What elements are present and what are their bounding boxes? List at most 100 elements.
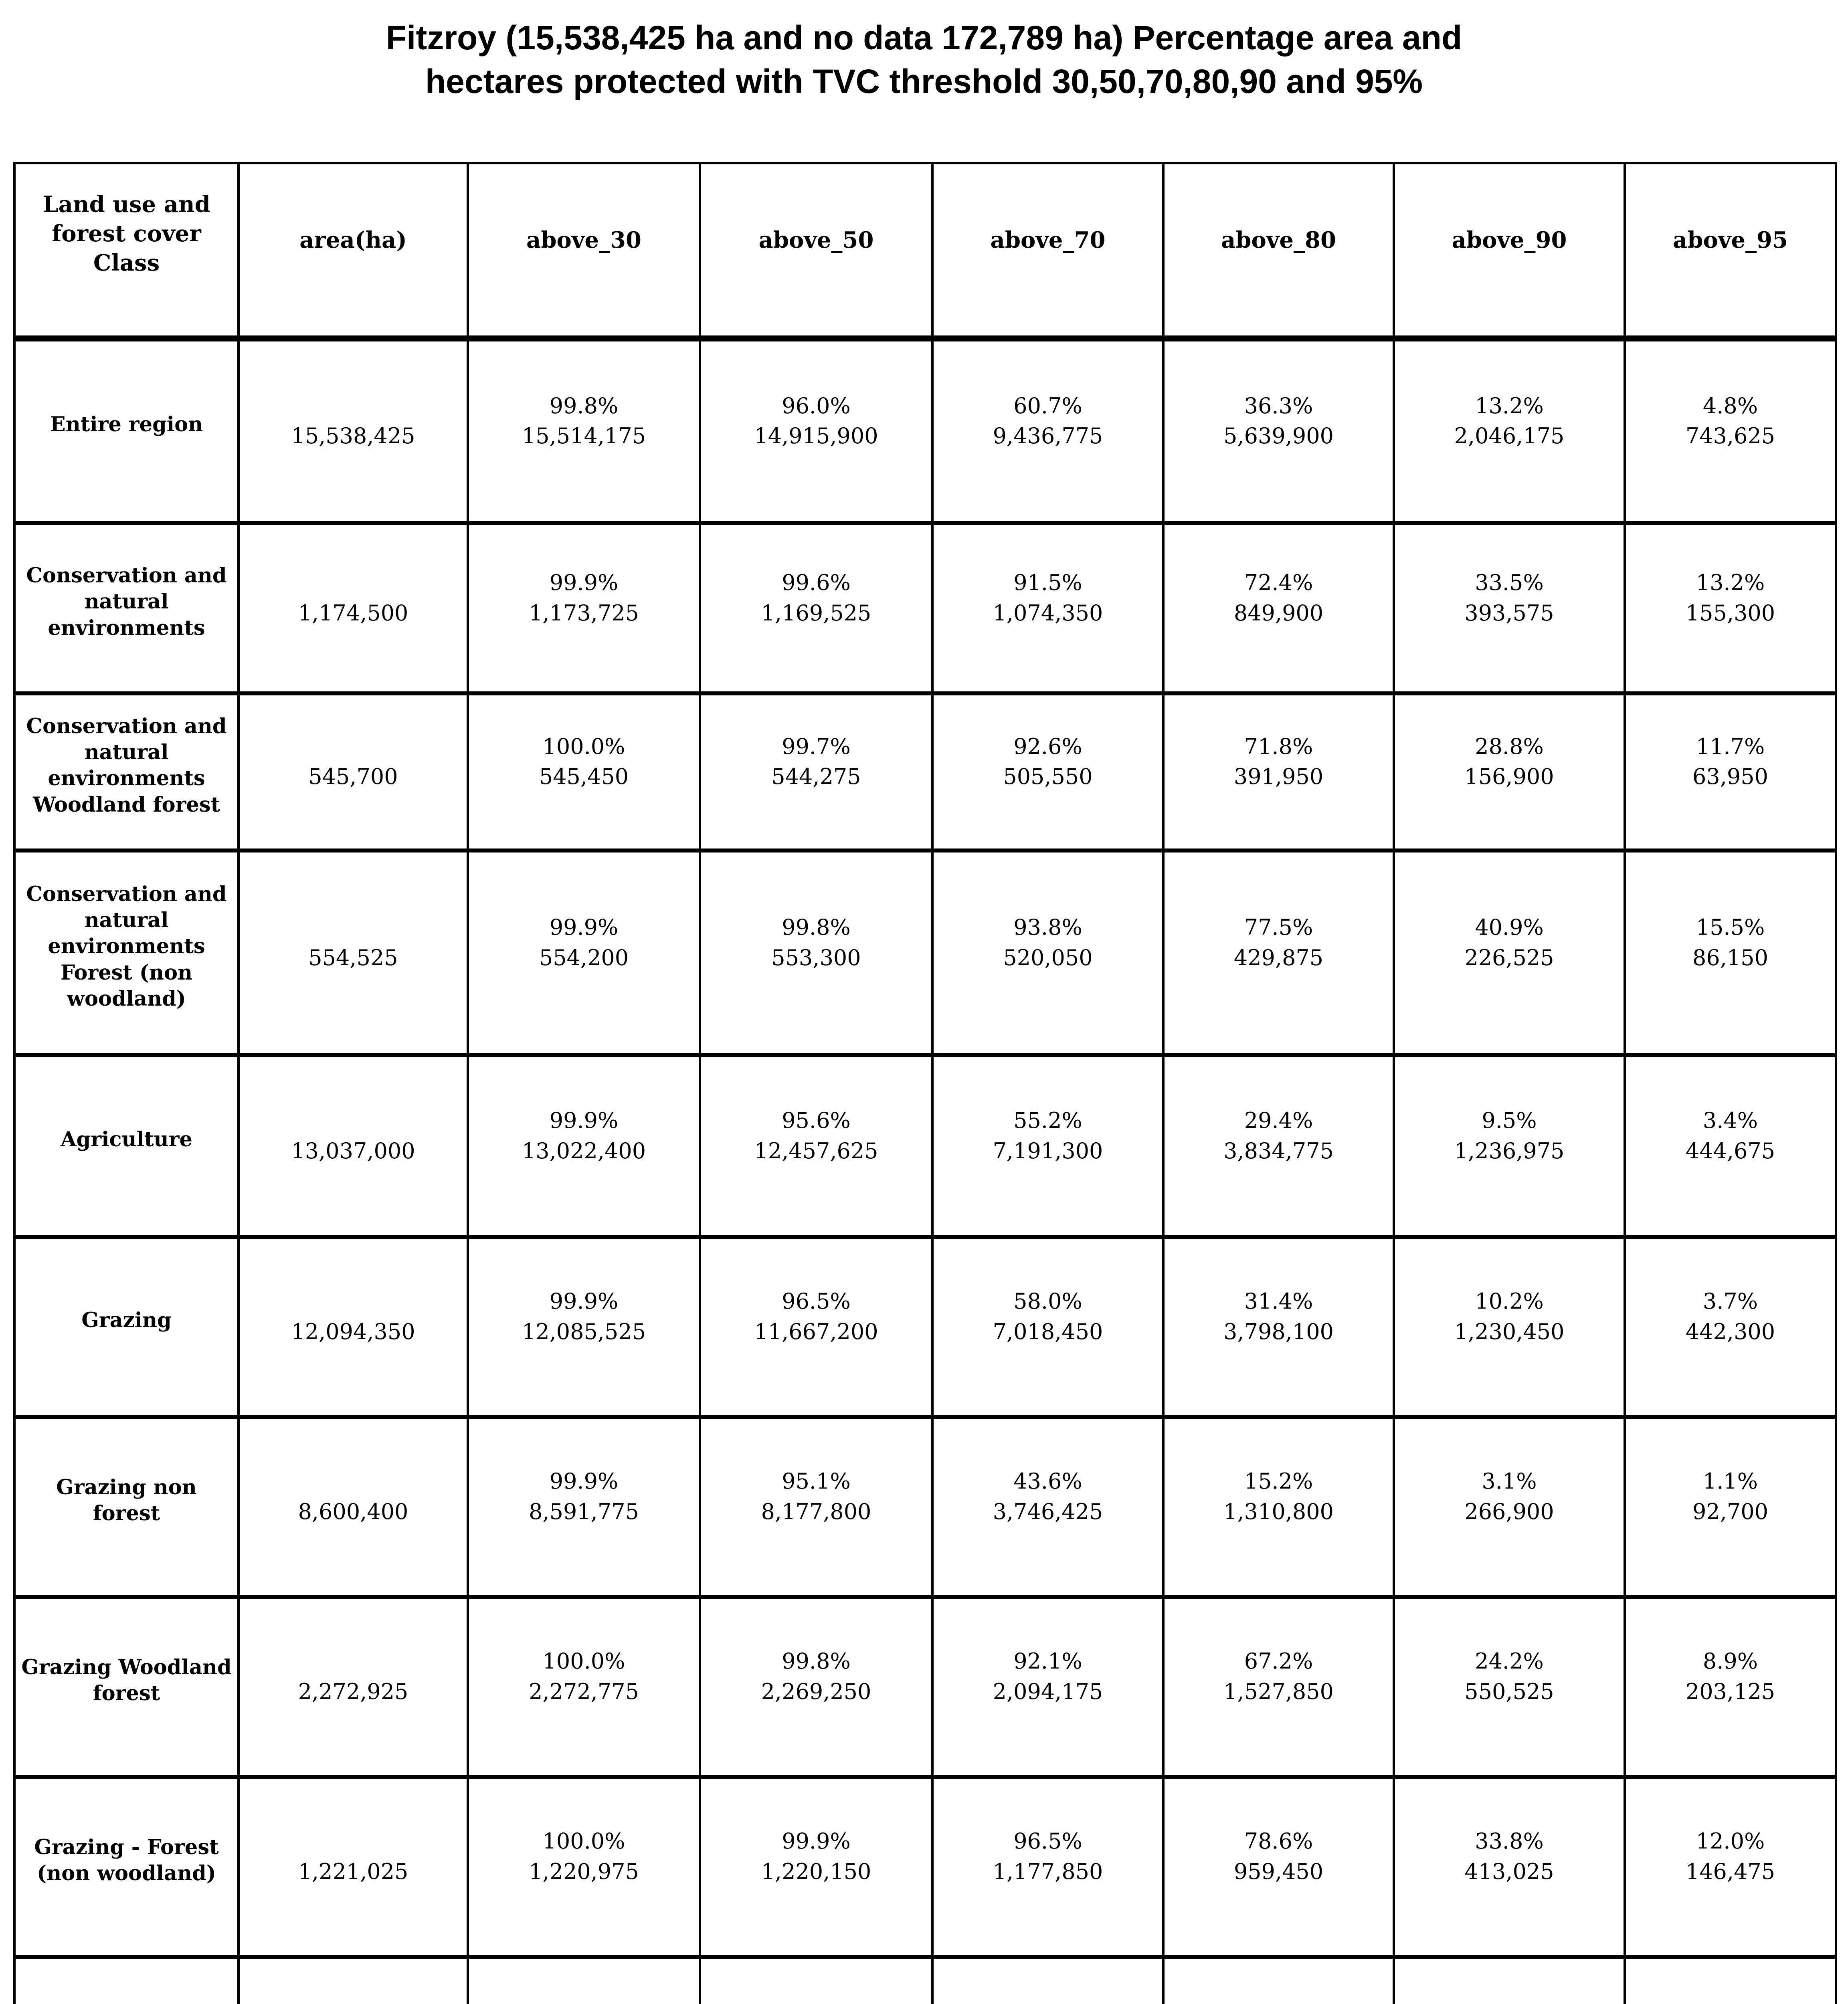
above_95-cell: 1.1% 92,700	[1624, 1415, 1836, 1597]
above_70-cell: 93.8% 520,050	[931, 848, 1163, 1056]
header-cell-above-50: above_50	[699, 163, 932, 341]
percent-value: 91.5%	[1013, 570, 1082, 596]
percent-value: 99.9%	[549, 1289, 619, 1314]
header-cell-class: Land use and forest cover Class	[13, 163, 239, 341]
above_50-cell: 99.8% 553,300	[699, 848, 932, 1056]
header-cell-above-70: above_70	[931, 163, 1163, 341]
hectares-value: 1,169,525	[761, 600, 871, 626]
above_30-cell: 99.9% 13,022,400	[467, 1053, 700, 1237]
hectares-value: 12,457,625	[754, 1138, 878, 1164]
above_50-cell: 95.1% 8,177,800	[699, 1415, 932, 1597]
hectares-value: 520,050	[1003, 945, 1093, 970]
hectares-value: 393,575	[1464, 600, 1554, 626]
area-value: 1,174,500	[298, 600, 408, 626]
hectares-value: 2,269,250	[761, 1679, 871, 1704]
class-label: Grazing	[81, 1308, 172, 1333]
area-value: 13,037,000	[291, 1138, 415, 1164]
percent-value: 71.8%	[1244, 733, 1313, 759]
area-cell: 812,150	[237, 1955, 468, 2004]
hectares-value: 203,125	[1685, 1679, 1775, 1704]
above_90-cell: 10.2% 1,230,450	[1393, 1235, 1625, 1417]
table-header: Land use and forest cover Class area(ha)…	[13, 163, 1836, 341]
hectares-value: 14,915,900	[754, 423, 878, 449]
above_80-cell: 36.3% 5,639,900	[1162, 336, 1394, 523]
hectares-value: 1,220,975	[529, 1859, 639, 1884]
above_70-cell: 60.7% 9,436,775	[931, 336, 1163, 523]
above_95-cell: 3.7% 442,300	[1624, 1235, 1836, 1417]
percent-value: 3.1%	[1170, 2001, 1387, 2004]
percent-value: 100.0%	[542, 1828, 625, 1854]
percent-value: 15.5%	[1696, 915, 1765, 940]
above_50-cell: 99.7% 544,275	[699, 691, 932, 851]
area-value: 2,272,925	[298, 1679, 408, 1704]
percent-value: 8.9%	[1702, 1648, 1758, 1674]
hectares-value: 15,514,175	[522, 423, 646, 449]
above_30-cell: 99.9% 1,173,725	[467, 521, 700, 694]
hectares-value: 545,450	[539, 764, 629, 790]
area-value: 554,525	[308, 945, 398, 970]
above_90-cell: 24.2% 550,525	[1393, 1595, 1625, 1777]
header-cell-above-30: above_30	[467, 163, 700, 341]
class-label: Agriculture	[61, 1127, 192, 1152]
hectares-value: 429,875	[1233, 945, 1324, 970]
hectares-value: 391,950	[1233, 764, 1324, 790]
table-row: Grazing Woodland forest 2,272,925 100.0% 2…	[13, 1595, 1836, 1777]
class-label: Conservation and natural environments	[26, 563, 227, 640]
percent-value: 60.7%	[1013, 393, 1082, 418]
above_30-cell: 99.8% 15,514,175	[467, 336, 700, 523]
above_70-cell: 91.5% 1,074,350	[931, 521, 1163, 694]
area-value: 1,221,025	[298, 1859, 408, 1884]
area-cell: 1,221,025	[237, 1775, 468, 1957]
percent-value: 92.1%	[1013, 1648, 1082, 1674]
hectares-value: 2,272,775	[529, 1679, 639, 1704]
class-cell: Entire region	[13, 336, 239, 523]
header-label: above_30	[526, 227, 641, 254]
page-title: Fitzroy (15,538,425 ha and no data 172,7…	[0, 16, 1848, 103]
above_90-cell: 0.4%3,625	[1393, 1955, 1625, 2004]
class-cell: Grazing - Forest (non woodland)	[13, 1775, 239, 1957]
header-label: above_95	[1673, 227, 1788, 254]
table-row: Grazing non forest 8,600,400 99.9% 8,591,7…	[13, 1415, 1836, 1597]
percent-value: 99.8%	[782, 1648, 851, 1674]
area-cell: 2,272,925	[237, 1595, 468, 1777]
hectares-value: 3,834,775	[1223, 1138, 1334, 1164]
header-row: Land use and forest cover Class area(ha)…	[13, 163, 1836, 341]
percent-value: 55.2%	[1013, 1108, 1082, 1133]
percent-value: 99.9%	[782, 1828, 851, 1854]
above_30-cell: 100.0% 2,272,775	[467, 1595, 700, 1777]
class-cell: Grazing	[13, 1235, 239, 1417]
percent-value: 13.2%	[1475, 393, 1544, 418]
percent-value: 95.1%	[782, 1469, 851, 1494]
above_90-cell: 40.9% 226,525	[1393, 848, 1625, 1056]
hectares-value: 1,177,850	[993, 1859, 1103, 1884]
percent-value: 29.4%	[1244, 1108, 1313, 1133]
above_90-cell: 3.1% 266,900	[1393, 1415, 1625, 1597]
above_70-cell: 17.1%139,025	[931, 1955, 1163, 2004]
above_80-cell: 71.8% 391,950	[1162, 691, 1394, 851]
area-cell: 15,538,425	[237, 336, 468, 523]
header-label: above_80	[1221, 227, 1336, 254]
percent-value: 99.8%	[549, 393, 619, 418]
hectares-value: 155,300	[1685, 600, 1775, 626]
above_80-cell: 77.5% 429,875	[1162, 848, 1394, 1056]
header-cell-area: area(ha)	[237, 163, 468, 341]
table-row: Conservation and natural environments Fo…	[13, 848, 1836, 1056]
header-cell-above-90: above_90	[1393, 163, 1625, 341]
hectares-value: 7,018,450	[993, 1319, 1103, 1344]
hectares-value: 849,900	[1233, 600, 1324, 626]
percent-value: 4.8%	[1702, 393, 1758, 418]
above_30-cell: 100.0% 1,220,975	[467, 1775, 700, 1957]
above_30-cell: 99.9% 12,085,525	[467, 1235, 700, 1417]
hectares-value: 11,667,200	[754, 1319, 878, 1344]
percent-value: 92.6%	[1013, 733, 1082, 759]
percent-value: 11.7%	[1696, 733, 1765, 759]
percent-value: 24.2%	[1475, 1648, 1544, 1674]
percent-value: 9.5%	[1482, 1108, 1537, 1133]
table-body: Entire region 15,538,425 99.8% 15,514,175 9…	[13, 336, 1836, 2004]
area-value: 15,538,425	[291, 423, 415, 449]
above_95-cell: 4.8% 743,625	[1624, 336, 1836, 523]
hectares-value: 550,525	[1464, 1679, 1554, 1704]
percent-value: 99.5%	[475, 2001, 693, 2004]
percent-value: 99.9%	[549, 1108, 619, 1133]
header-label: above_90	[1452, 227, 1567, 254]
